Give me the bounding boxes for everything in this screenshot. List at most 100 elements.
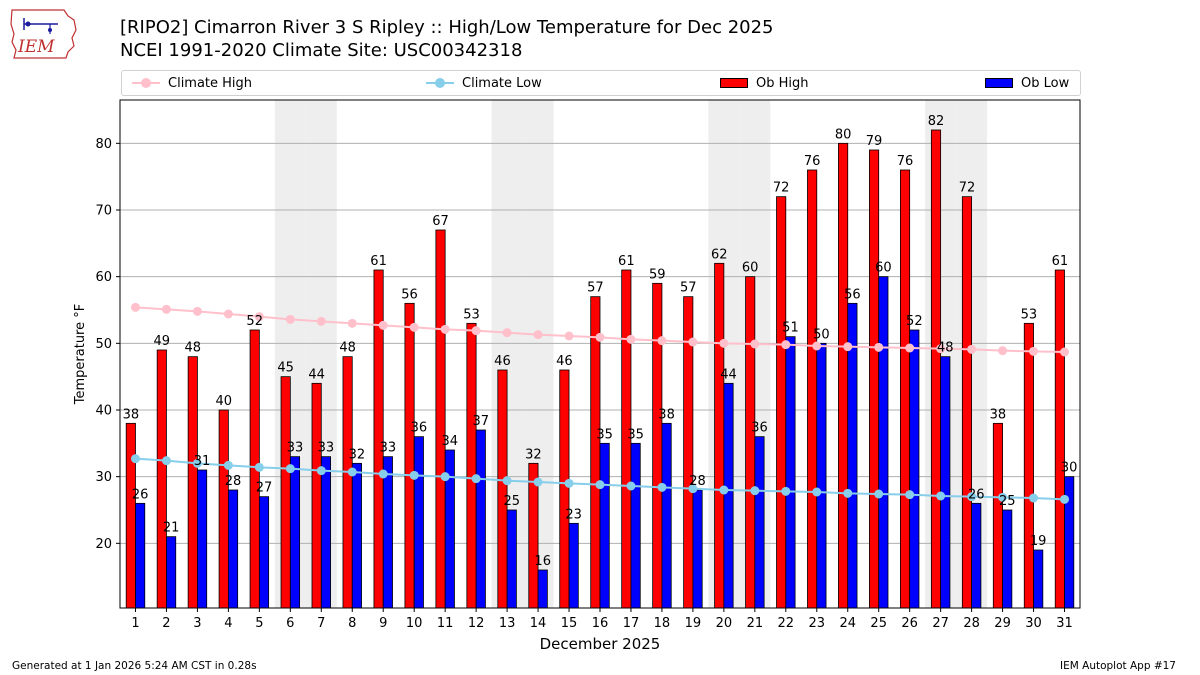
ob-high-label: 56 — [401, 287, 418, 302]
ob-high-bar — [930, 129, 942, 609]
climate-low-point — [502, 476, 512, 486]
legend-ob-low-swatch — [985, 78, 1013, 88]
ob-low-label: 21 — [163, 521, 180, 536]
ob-low-label: 27 — [256, 481, 273, 496]
x-tick-label: 19 — [685, 616, 702, 631]
x-tick-label: 9 — [379, 616, 387, 631]
ob-high-label: 48 — [339, 341, 356, 356]
climate-high-point — [471, 326, 481, 336]
climate-low-point — [998, 492, 1008, 502]
ob-low-bar — [1002, 509, 1013, 609]
ob-low-label: 33 — [287, 441, 304, 456]
x-tick-label: 4 — [224, 616, 232, 631]
x-tick-label: 22 — [778, 616, 795, 631]
climate-high-point — [595, 332, 605, 342]
ob-low-label: 48 — [937, 341, 954, 356]
climate-low-point — [595, 480, 605, 490]
ob-high-bar — [1054, 269, 1065, 609]
ob-low-bar — [909, 329, 920, 609]
logo-text: IEM — [17, 37, 55, 57]
ob-low-label: 30 — [1061, 461, 1078, 476]
x-tick-label: 12 — [468, 616, 485, 631]
ob-high-label: 72 — [773, 181, 790, 196]
x-axis-label: December 2025 — [540, 635, 661, 653]
ob-high-label: 46 — [494, 354, 511, 369]
ob-high-bar — [714, 262, 725, 609]
generated-note: Generated at 1 Jan 2026 5:24 AM CST in 0… — [12, 660, 257, 672]
x-tick-label: 18 — [654, 616, 671, 631]
x-tick-label: 16 — [592, 616, 609, 631]
ob-low-bar — [878, 276, 889, 609]
ob-high-label: 44 — [308, 367, 325, 382]
climate-low-point — [905, 490, 915, 500]
ob-low-bar — [661, 422, 672, 609]
ob-low-label: 32 — [349, 447, 366, 462]
climate-low-point — [316, 466, 326, 476]
climate-high-point — [254, 312, 264, 322]
x-tick-label: 25 — [870, 616, 887, 631]
ob-low-label: 33 — [380, 441, 397, 456]
ob-high-label: 38 — [990, 407, 1007, 422]
ob-low-label: 28 — [225, 474, 242, 489]
climate-low-point — [409, 470, 419, 480]
ob-high-label: 57 — [587, 281, 604, 296]
ob-high-bar — [559, 369, 570, 609]
ob-low-bar — [568, 522, 579, 609]
x-tick-label: 23 — [809, 616, 826, 631]
y-tick-label: 80 — [95, 137, 112, 152]
climate-low-point — [440, 472, 450, 482]
ob-low-label: 33 — [318, 441, 335, 456]
climate-high-point — [316, 316, 326, 326]
ob-high-bar — [992, 422, 1003, 609]
ob-low-label: 60 — [875, 261, 892, 276]
climate-high-point — [440, 324, 450, 334]
ob-high-label: 80 — [835, 127, 852, 142]
ob-high-bar — [311, 382, 322, 609]
x-tick-label: 20 — [716, 616, 733, 631]
y-tick-label: 30 — [95, 470, 112, 485]
ob-low-label: 36 — [411, 421, 428, 436]
climate-low-point — [843, 488, 853, 498]
legend-climate-low-label: Climate Low — [462, 75, 542, 91]
ob-low-label: 23 — [565, 507, 582, 522]
climate-low-point — [285, 464, 295, 474]
ob-high-bar — [961, 196, 973, 609]
ob-high-label: 61 — [618, 254, 635, 269]
climate-low-point — [130, 454, 140, 464]
x-tick-label: 1 — [131, 616, 139, 631]
climate-high-point — [1060, 347, 1070, 357]
climate-high-point — [967, 344, 977, 354]
ob-high-bar — [899, 169, 911, 609]
ob-low-bar — [197, 469, 208, 609]
climate-low-point — [471, 474, 481, 484]
climate-low-point — [564, 478, 574, 488]
ob-low-label: 51 — [782, 321, 799, 336]
ob-low-label: 16 — [534, 554, 551, 569]
ob-high-label: 76 — [804, 154, 821, 169]
ob-high-label: 49 — [154, 334, 171, 349]
ob-high-label: 60 — [742, 261, 759, 276]
x-tick-label: 31 — [1056, 616, 1073, 631]
climate-low-point — [874, 489, 884, 499]
legend-ob-low: Ob Low — [985, 71, 1069, 95]
ob-low-label: 36 — [751, 421, 768, 436]
x-tick-label: 28 — [963, 616, 980, 631]
climate-low-point — [1029, 493, 1039, 503]
ob-low-bar — [630, 442, 641, 609]
climate-high-point — [502, 328, 512, 338]
ob-low-label: 35 — [596, 427, 613, 442]
climate-high-point — [936, 344, 946, 354]
y-tick-label: 70 — [95, 204, 112, 219]
ob-low-label: 50 — [813, 327, 830, 342]
ob-low-bar — [289, 456, 301, 609]
climate-low-point — [223, 460, 233, 470]
x-tick-label: 13 — [499, 616, 516, 631]
legend-climate-high-label: Climate High — [168, 75, 253, 91]
app-credit: IEM Autoplot App #17 — [1060, 660, 1176, 672]
ob-low-bar — [816, 342, 827, 609]
ob-low-bar — [692, 489, 703, 609]
climate-high-point — [688, 337, 698, 347]
climate-low-point — [688, 484, 698, 494]
climate-high-point — [998, 346, 1008, 356]
